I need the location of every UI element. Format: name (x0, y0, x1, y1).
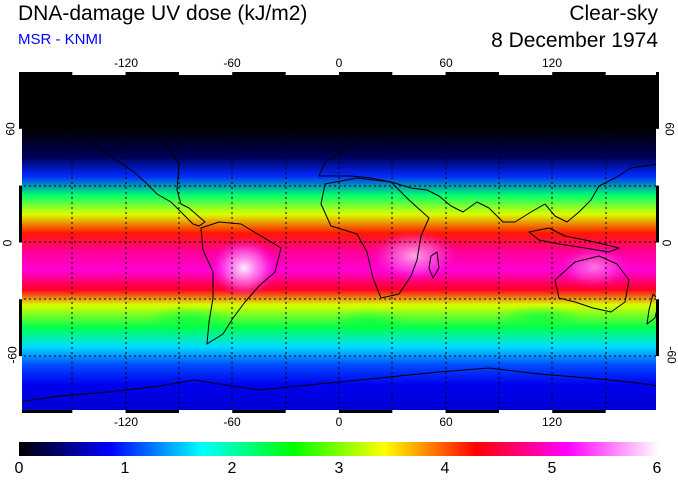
colorbar-tick-label: 6 (652, 460, 662, 477)
high-dose-australia (556, 245, 632, 289)
frame-segment (552, 410, 606, 413)
colorbar (19, 442, 659, 456)
frame-segment (19, 410, 73, 413)
frame-segment (605, 410, 659, 413)
frame-segment (19, 242, 22, 300)
australia-outline (554, 255, 630, 313)
lon-tick-bottom: 0 (335, 415, 343, 429)
lon-tick-bottom: 60 (439, 415, 453, 429)
frame-segment (656, 128, 659, 186)
sky-condition-label: Clear-sky (569, 2, 658, 25)
madagascar-outline (428, 251, 440, 279)
frame-segment (392, 72, 446, 75)
frame-segment (499, 72, 553, 75)
frame-segment (285, 72, 339, 75)
colorbar-gradient (19, 442, 659, 456)
frame-segment (656, 72, 659, 129)
frame-segment (125, 72, 179, 75)
frame-segment (19, 128, 22, 186)
colorbar-tick-label: 4 (440, 460, 450, 477)
antarctica-outline (19, 367, 659, 403)
lon-tick-top: 60 (439, 56, 453, 70)
eurasia-outline (318, 107, 659, 223)
frame-segment (656, 299, 659, 357)
frame-segment (285, 410, 339, 413)
date-label: 8 December 1974 (491, 29, 658, 52)
uv-dose-map (19, 72, 659, 413)
lon-tick-bottom: -60 (223, 415, 241, 429)
lat-tick-right: 60 (662, 122, 677, 136)
frame-segment (72, 72, 126, 75)
lower-dose-atlantic (329, 309, 409, 335)
frame-segment (179, 72, 233, 75)
frame-segment (656, 356, 659, 413)
lon-tick-top: 120 (541, 56, 563, 70)
high-dose-south-america (210, 238, 278, 298)
colorbar-tick-label: 0 (14, 460, 24, 477)
lon-tick-bottom: 120 (541, 415, 563, 429)
frame-segment (445, 72, 499, 75)
frame-segment (19, 299, 22, 357)
lat-tick-left: 60 (3, 122, 18, 136)
high-dose-africa (370, 230, 458, 282)
lon-tick-top: -120 (113, 56, 139, 70)
credit-label: MSR - KNMI (18, 31, 103, 48)
south-america-outline (200, 221, 282, 345)
lat-tick-left: 0 (0, 239, 15, 247)
frame-segment (552, 72, 606, 75)
frame-segment (19, 185, 22, 243)
frame-segment (232, 410, 286, 413)
lon-tick-top: -60 (223, 56, 241, 70)
north-america-outline (58, 111, 206, 227)
frame-segment (19, 72, 73, 75)
frame-segment (392, 410, 446, 413)
lat-tick-left: -60 (5, 346, 20, 364)
frame-segment (656, 242, 659, 300)
frame-segment (125, 410, 179, 413)
lat-tick-right: -60 (664, 346, 678, 364)
frame-segment (179, 410, 233, 413)
map-title: DNA-damage UV dose (kJ/m2) (18, 2, 308, 25)
frame-segment (499, 410, 553, 413)
lat-tick-right: 0 (659, 239, 674, 247)
greenland-outline (250, 93, 302, 135)
frame-segment (605, 72, 659, 75)
frame-segment (19, 72, 22, 129)
colorbar-tick-label: 1 (120, 460, 130, 477)
lon-tick-top: 0 (335, 56, 343, 70)
africa-outline (320, 177, 430, 299)
frame-segment (232, 72, 286, 75)
frame-segment (339, 72, 393, 75)
colorbar-tick-label: 3 (334, 460, 344, 477)
colorbar-tick-label: 2 (227, 460, 237, 477)
frame-segment (445, 410, 499, 413)
frame-segment (656, 185, 659, 243)
colorbar-tick-label: 5 (547, 460, 557, 477)
map-frame (19, 72, 659, 413)
frame-segment (19, 356, 22, 413)
frame-segment (339, 410, 393, 413)
lower-dose-indian (494, 305, 584, 331)
lon-tick-bottom: -120 (113, 415, 139, 429)
frame-segment (72, 410, 126, 413)
lower-dose-pacific (144, 306, 234, 334)
